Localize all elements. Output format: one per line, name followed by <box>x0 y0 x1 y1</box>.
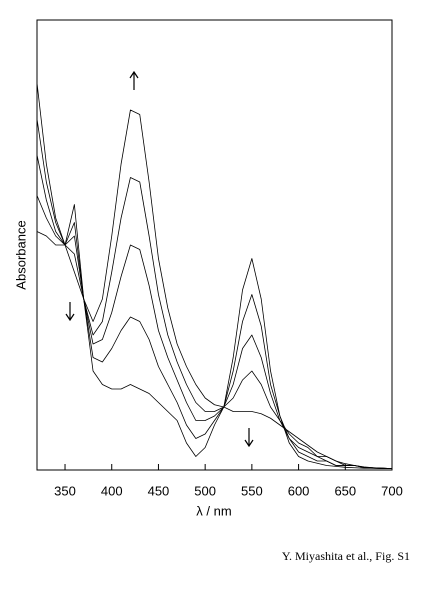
spectrum-line <box>36 82 393 470</box>
x-tick-label: 400 <box>101 483 123 498</box>
arrow-down <box>244 428 254 448</box>
x-tick-label: 500 <box>194 483 216 498</box>
spectrum-line <box>36 204 392 470</box>
x-tick-label: 650 <box>334 483 356 498</box>
x-tick-label: 450 <box>148 483 170 498</box>
y-axis-label: Absorbance <box>13 220 28 289</box>
arrow-down <box>65 302 75 322</box>
arrows <box>65 70 254 448</box>
x-tick-label: 550 <box>241 483 263 498</box>
plot-frame <box>36 19 393 471</box>
caption: Y. Miyashita et al., Fig. S1 <box>282 549 410 563</box>
x-axis-label: λ / nm <box>196 503 231 518</box>
spectrum-line <box>36 154 393 470</box>
x-tick-label: 350 <box>54 483 76 498</box>
x-tick-label: 600 <box>288 483 310 498</box>
arrow-up <box>129 70 139 90</box>
x-tick-label: 700 <box>381 483 403 498</box>
